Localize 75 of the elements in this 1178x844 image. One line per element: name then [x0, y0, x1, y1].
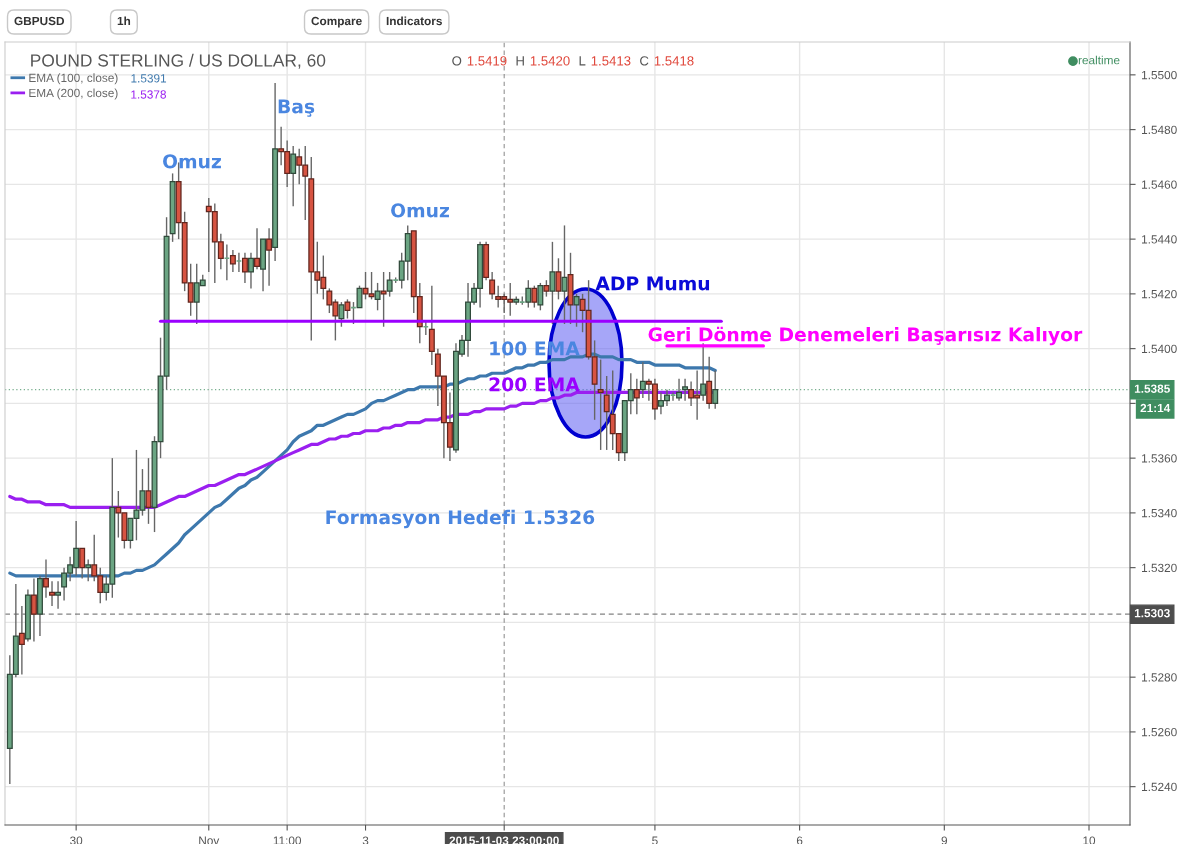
candlestick: [338, 301, 345, 328]
y-tick-label: 1.5280: [1142, 673, 1177, 682]
annotation: Formasyon Hedefi 1.5326: [326, 509, 595, 529]
x-tick-label: 6: [796, 836, 803, 844]
annotation: O 1.5419 H 1.5420 L 1.5413 C 1.5418: [452, 56, 694, 66]
annotation: realtime: [1078, 55, 1120, 65]
x-tick-label: 5: [652, 836, 658, 844]
candlestick: [555, 257, 562, 301]
candlestick: [633, 378, 640, 416]
candlestick: [254, 227, 260, 270]
candlestick: [603, 375, 610, 451]
candlestick: [266, 227, 273, 287]
x-tick-label: 11:00: [273, 836, 302, 844]
candlestick: [290, 145, 297, 207]
candlestick: [428, 284, 435, 366]
annotation: Baş: [278, 99, 315, 117]
y-tick-label: 1.5240: [1142, 782, 1177, 792]
candlestick: [700, 342, 707, 402]
y-tick-label: 1.5400: [1142, 344, 1177, 354]
y-tick-label: 1.5500: [1142, 70, 1177, 80]
candlestick: [639, 361, 646, 399]
y-tick-label: 1.5460: [1142, 180, 1177, 189]
ref-line-label: 1.5385: [1134, 384, 1170, 393]
candlestick: [531, 284, 538, 309]
annotation: ADP Mumu: [595, 276, 710, 291]
candlestick: [380, 271, 387, 328]
text: 1h: [117, 16, 131, 26]
candlestick: [561, 224, 568, 325]
annotation: Omuz: [163, 154, 221, 169]
candlestick: [229, 249, 236, 273]
candlestick: [55, 580, 62, 610]
x-tick-label: Nov: [199, 836, 220, 844]
candlestick: [85, 558, 92, 583]
x-tick-label: 3: [362, 836, 369, 844]
x-tick-label: 30: [70, 836, 83, 844]
candlestick: [712, 369, 719, 410]
candlestick: [79, 547, 86, 580]
candlestick: [344, 298, 351, 320]
candlestick: [573, 293, 580, 328]
candlestick: [682, 378, 689, 402]
candlestick: [145, 457, 152, 525]
ref-line-label: 1.5303: [1134, 609, 1170, 618]
annotation: Geri Dönme Denemeleri Başarısız Kalıyor: [648, 326, 1083, 346]
candlestick: [43, 558, 49, 599]
y-tick-label: 1.5340: [1142, 508, 1177, 518]
y-tick-label: 1.5480: [1142, 125, 1177, 134]
legend-label: EMA (100, close): [29, 73, 118, 85]
candlestick: [374, 282, 381, 311]
candlestick: [49, 580, 56, 607]
annotation: 1.5378: [131, 90, 166, 99]
text: 21:14: [1140, 403, 1171, 413]
annotation: Omuz: [391, 203, 449, 218]
text: Indicators: [386, 16, 442, 26]
candlestick: [537, 282, 544, 311]
candlestick: [597, 358, 604, 451]
y-tick-label: 1.5320: [1142, 563, 1177, 573]
x-tick-label: 2015-11-03 23:00:00: [449, 836, 559, 844]
y-tick-label: 1.5440: [1142, 235, 1177, 244]
candlestick: [241, 252, 248, 284]
candlestick: [30, 577, 37, 643]
candlestick: [706, 356, 713, 410]
candlestick: [248, 252, 254, 290]
text: GBPUSD: [14, 16, 65, 26]
candlestick: [18, 605, 25, 676]
y-tick-label: 1.5260: [1142, 727, 1177, 737]
candlestick: [489, 271, 496, 301]
x-tick-label: 9: [941, 836, 948, 844]
annotation: 1.5391: [131, 74, 167, 83]
y-tick-label: 1.5420: [1142, 289, 1177, 299]
text: Compare: [311, 16, 362, 28]
candlestick: [549, 241, 556, 325]
x-tick-label: 10: [1083, 836, 1096, 844]
y-tick-label: 1.5360: [1142, 454, 1177, 463]
legend-label: EMA (200, close): [29, 88, 118, 100]
text: POUND STERLING / US DOLLAR, 60: [31, 53, 326, 69]
